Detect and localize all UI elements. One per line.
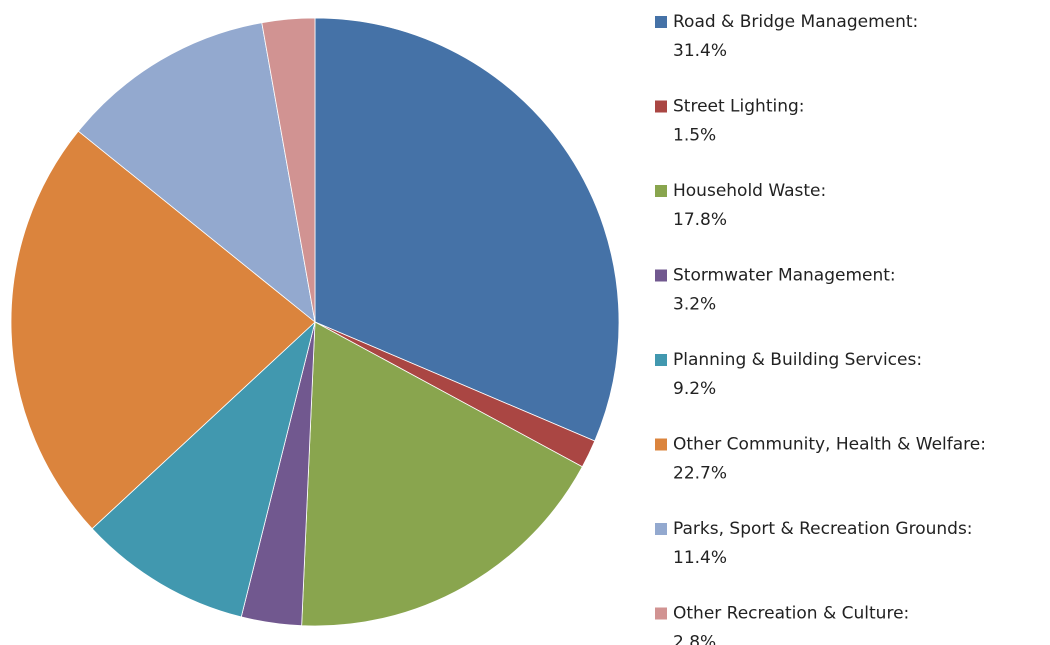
legend-label: Stormwater Management: [673, 266, 896, 286]
legend-swatch [655, 438, 667, 451]
legend-value: 17.8% [673, 210, 727, 230]
legend-value: 1.5% [673, 126, 716, 146]
legend-swatch [655, 269, 667, 282]
legend-label: Parks, Sport & Recreation Grounds: [673, 519, 973, 539]
legend-value: 9.2% [673, 379, 716, 399]
legend-swatch [655, 354, 667, 366]
legend-value: 22.7% [673, 464, 727, 484]
legend-label: Other Community, Health & Welfare: [673, 435, 986, 455]
legend-swatch [655, 100, 667, 113]
legend-value: 11.4% [673, 548, 727, 568]
legend-swatch [655, 523, 667, 535]
legend-value: 3.2% [673, 295, 716, 315]
legend-label: Road & Bridge Management: [673, 12, 918, 32]
legend-label: Planning & Building Services: [673, 350, 922, 370]
legend-label: Household Waste: [673, 181, 826, 201]
pie-slice [77, 22, 316, 323]
legend-label: Street Lighting: [673, 97, 805, 117]
pie-slice [301, 321, 583, 627]
legend-swatch [655, 16, 667, 28]
pie-slice [91, 320, 316, 618]
legend-value: 2.8% [673, 633, 716, 645]
legend-swatch [655, 185, 667, 197]
pie-slice [314, 17, 620, 442]
legend-value: 31.4% [673, 41, 727, 61]
pie-slice [261, 17, 316, 323]
legend-label: Other Recreation & Culture: [673, 604, 909, 624]
legend-swatch [655, 607, 667, 620]
pie-slice [10, 130, 316, 530]
